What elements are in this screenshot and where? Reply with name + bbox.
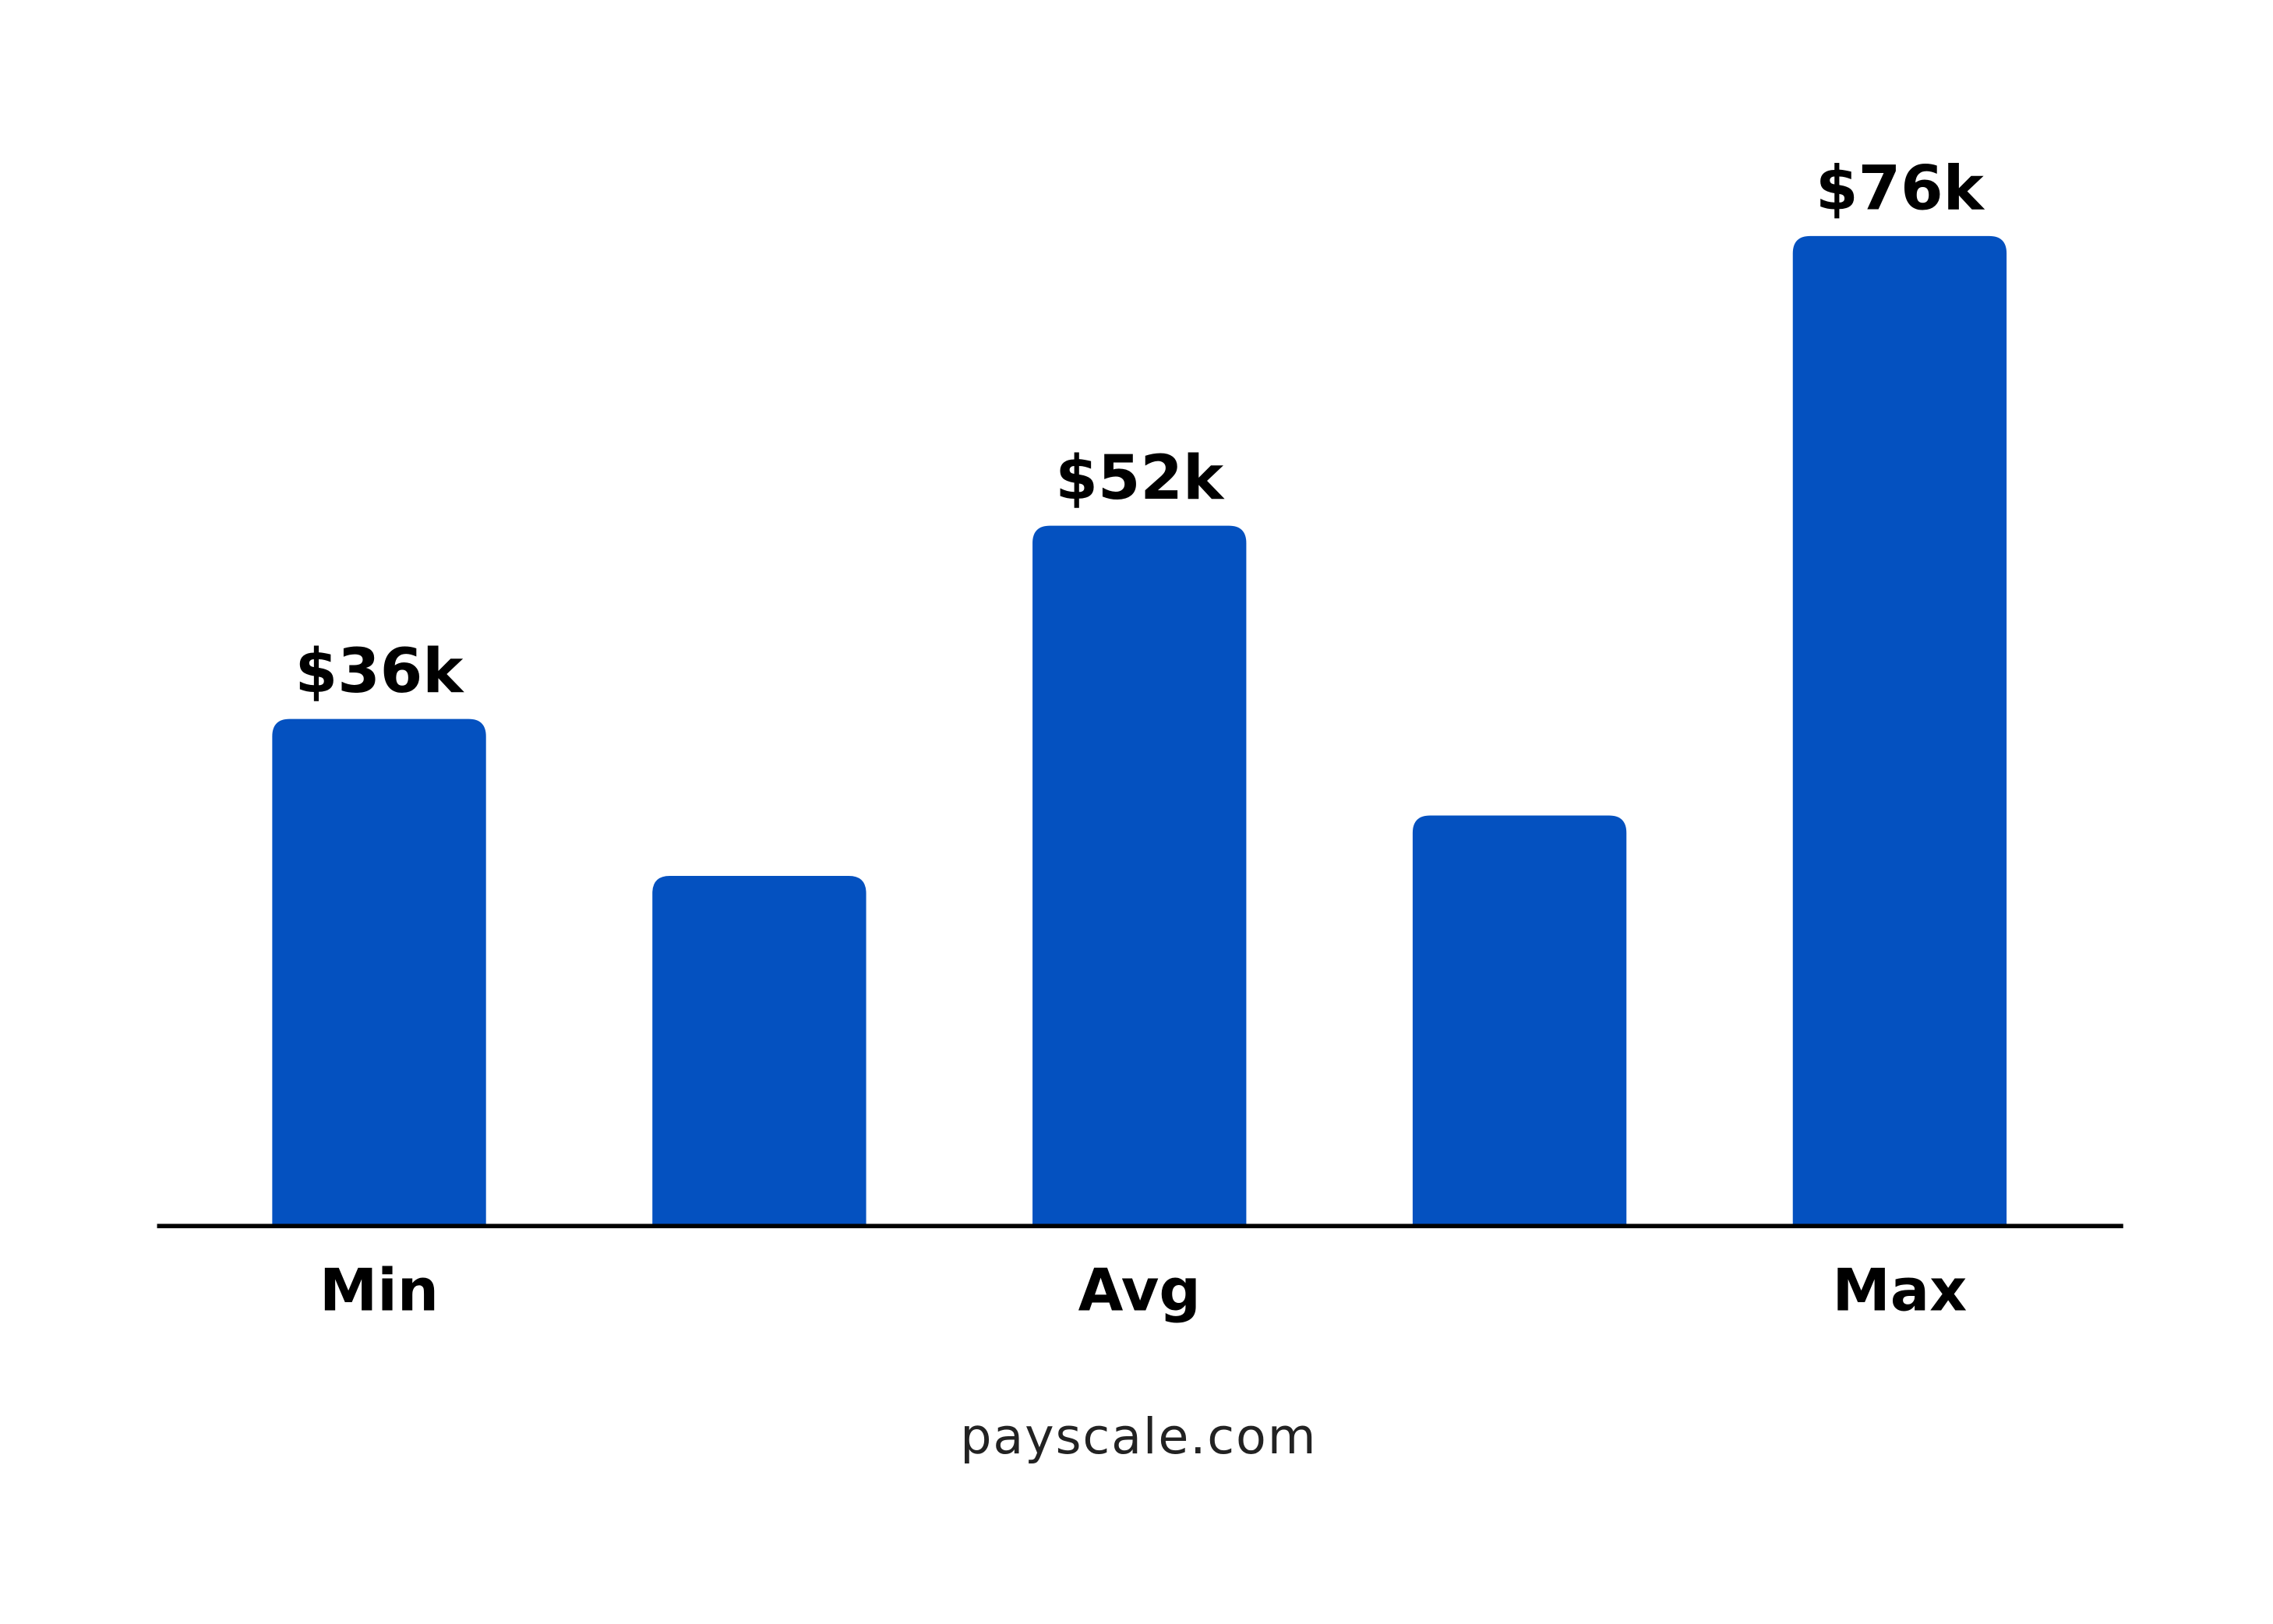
x-tick-label: Avg (1078, 1257, 1201, 1325)
bar (1412, 815, 1627, 1227)
value-label: $76k (1816, 153, 1985, 224)
bar (272, 718, 486, 1227)
x-tick-label: Max (1833, 1257, 1968, 1325)
source-label: payscale.com (960, 1407, 1317, 1465)
bar (1792, 235, 2007, 1227)
value-label: $36k (295, 636, 465, 707)
bar (652, 876, 866, 1227)
x-tick-label: Min (319, 1257, 439, 1325)
bar (1032, 525, 1247, 1227)
value-label: $52k (1055, 443, 1225, 514)
